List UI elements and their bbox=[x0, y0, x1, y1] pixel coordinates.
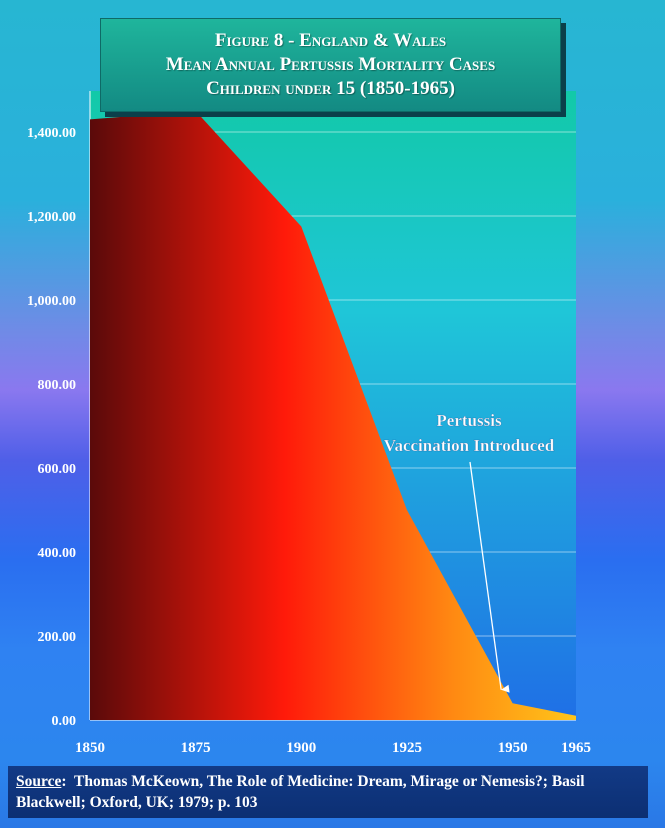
y-axis-ticks: 0.00 200.00 400.00 600.00 800.00 1,000.00 1,20… bbox=[27, 126, 76, 729]
y-tick-label: 0.00 bbox=[52, 714, 77, 729]
annotation-line-1: Pertussis bbox=[436, 411, 502, 430]
data-point bbox=[300, 225, 303, 228]
y-tick-label: 1,400.00 bbox=[27, 126, 76, 141]
vaccination-annotation: Pertussis Vaccination Introduced bbox=[383, 411, 555, 693]
x-tick-label: 1950 bbox=[498, 740, 528, 756]
chart-title: Figure 8 - England & Wales Mean Annual P… bbox=[100, 18, 561, 112]
x-tick-label: 1900 bbox=[286, 740, 316, 756]
title-line-2: Mean Annual Pertussis Mortality Cases bbox=[165, 54, 496, 75]
data-point bbox=[89, 118, 92, 121]
y-tick-label: 1,200.00 bbox=[27, 210, 76, 225]
data-point bbox=[575, 714, 578, 717]
y-tick-label: 600.00 bbox=[38, 462, 77, 477]
y-tick-label: 800.00 bbox=[38, 378, 77, 393]
annotation-arrow bbox=[469, 461, 510, 693]
y-tick-label: 1,000.00 bbox=[27, 294, 76, 309]
x-tick-label: 1965 bbox=[561, 740, 591, 756]
title-line-3: Children under 15 (1850-1965) bbox=[206, 78, 455, 99]
x-tick-label: 1850 bbox=[75, 740, 105, 756]
x-tick-label: 1875 bbox=[181, 740, 211, 756]
data-point bbox=[511, 702, 514, 705]
data-point bbox=[405, 509, 408, 512]
annotation-line-2: Vaccination Introduced bbox=[384, 436, 555, 455]
y-tick-label: 200.00 bbox=[38, 630, 77, 645]
source-text: Thomas McKeown, The Role of Medicine: Dr… bbox=[16, 773, 585, 811]
source-label: Source bbox=[16, 773, 62, 790]
source-citation: Source: Thomas McKeown, The Role of Medi… bbox=[8, 766, 648, 818]
title-line-1: Figure 8 - England & Wales bbox=[214, 30, 447, 51]
y-tick-label: 400.00 bbox=[38, 546, 77, 561]
x-axis-ticks: 1850 1875 1900 1925 1950 1965 bbox=[75, 740, 591, 756]
x-tick-label: 1925 bbox=[392, 740, 422, 756]
mortality-area bbox=[90, 111, 576, 720]
